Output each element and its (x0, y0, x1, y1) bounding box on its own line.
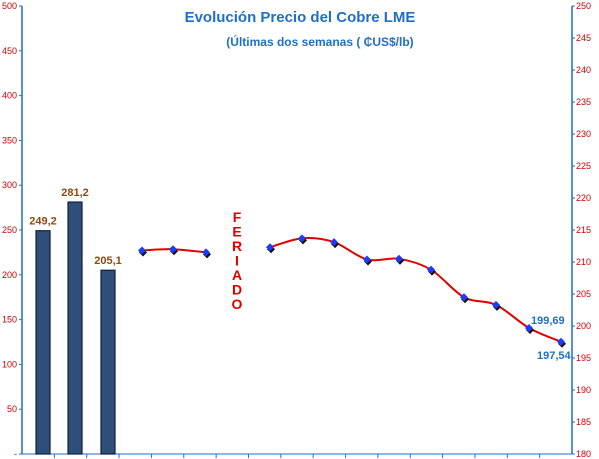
right-tick-label: 195 (576, 353, 591, 363)
point-label-197-54: 197,54 (537, 350, 572, 362)
right-tick-label: 185 (576, 417, 591, 427)
right-axis-ticks: 180 185 190 195 200 205 210 215 220 225 230 235 240 2… (572, 1, 591, 459)
right-tick-label: 230 (576, 129, 591, 139)
left-tick-label: 200 (2, 270, 17, 280)
feriado-letter: F (233, 209, 242, 225)
feriado-letter: E (232, 224, 241, 240)
chart-subtitle: (Últimas dos semanas ( ₵US$/lb) (226, 34, 413, 49)
data-point-marker (363, 255, 371, 264)
right-tick-label: 180 (576, 449, 591, 459)
left-tick-label: 300 (2, 180, 17, 190)
left-tick-label: 450 (2, 46, 17, 56)
bar-value-label: 249,2 (29, 216, 57, 228)
price-line (269, 237, 562, 343)
right-tick-label: 240 (576, 65, 591, 75)
left-tick-label: 250 (2, 225, 17, 235)
bar-series: 249,2 281,2 205,1 (29, 187, 122, 455)
right-tick-label: 210 (576, 257, 591, 267)
right-tick-label: 220 (576, 193, 591, 203)
chart-title: Evolución Precio del Cobre LME (185, 9, 416, 26)
left-axis-ticks: - 50 100 150 200 250 300 350 400 450 500 (2, 1, 22, 459)
left-tick-label: 150 (2, 315, 17, 325)
left-tick-label: 400 (2, 91, 17, 101)
data-point-marker (298, 234, 306, 243)
left-tick-label: 500 (2, 1, 17, 11)
data-point-marker (202, 248, 210, 257)
right-tick-label: 245 (576, 33, 591, 43)
data-point-marker (557, 337, 565, 346)
data-point-marker (169, 245, 177, 254)
left-tick-label: - (14, 449, 17, 459)
feriado-letter: A (232, 267, 242, 283)
bar-value-label: 281,2 (61, 187, 89, 199)
bar (100, 269, 116, 455)
bar (35, 230, 51, 455)
data-point-marker (138, 246, 146, 255)
right-tick-label: 205 (576, 289, 591, 299)
data-point-marker (525, 323, 533, 332)
point-label-199-69: 199,69 (531, 315, 565, 327)
feriado-letter: O (232, 296, 243, 312)
x-axis-ticks (53, 454, 541, 458)
data-point-marker (395, 254, 403, 263)
left-tick-label: 350 (2, 135, 17, 145)
right-tick-label: 250 (576, 1, 591, 11)
right-tick-label: 190 (576, 385, 591, 395)
bar (67, 201, 83, 455)
left-tick-label: 50 (7, 404, 17, 414)
data-point-marker (330, 238, 338, 247)
right-tick-label: 235 (576, 97, 591, 107)
data-point-marker (492, 300, 500, 309)
feriado-letter: R (232, 238, 242, 254)
right-tick-label: 225 (576, 161, 591, 171)
right-tick-label: 200 (576, 321, 591, 331)
feriado-letter: D (232, 282, 242, 298)
left-tick-label: 100 (2, 359, 17, 369)
bar-value-label: 205,1 (94, 255, 122, 267)
data-point-marker (460, 293, 468, 302)
feriado-letter: I (235, 253, 239, 269)
right-tick-label: 215 (576, 225, 591, 235)
line-series (138, 234, 566, 348)
data-point-marker (427, 265, 435, 274)
data-point-marker (266, 243, 274, 252)
